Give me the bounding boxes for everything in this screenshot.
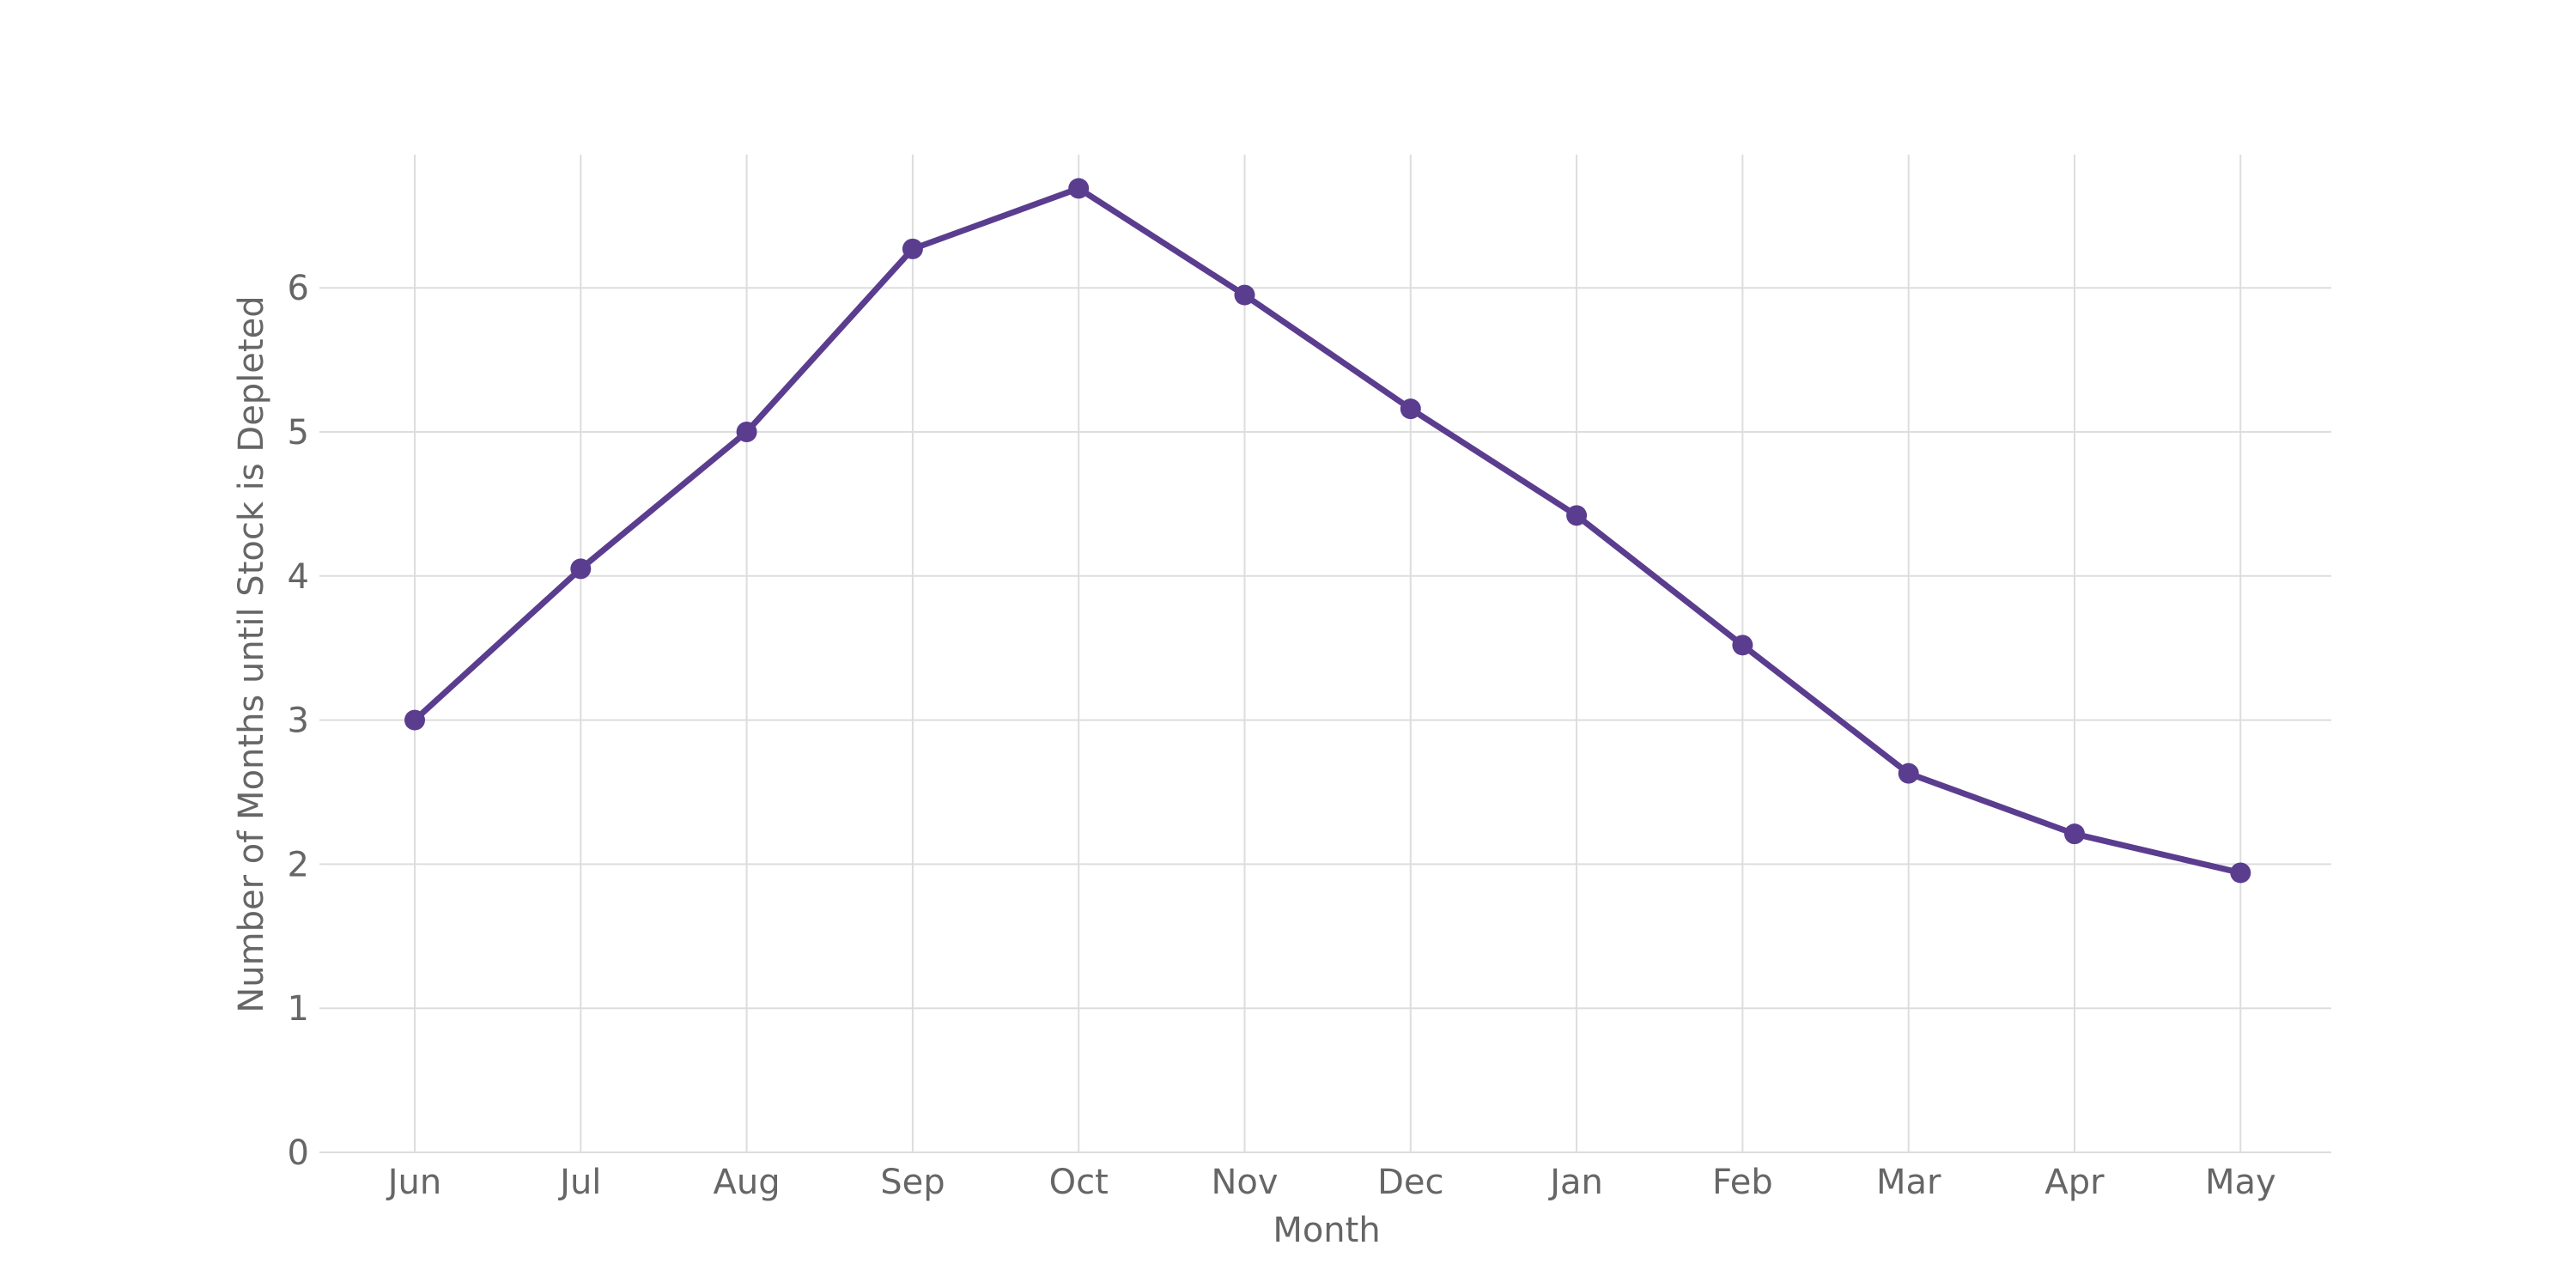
x-tick-label: Nov [1211, 1163, 1278, 1202]
y-axis-ticks: 0 1 2 3 4 5 6 [288, 269, 309, 1173]
x-tick-label: Jun [386, 1163, 442, 1202]
x-tick-label: Jan [1547, 1163, 1603, 1202]
y-tick-label: 1 [288, 989, 309, 1029]
x-tick-label: Dec [1377, 1163, 1443, 1202]
series-layer [404, 178, 2251, 884]
data-point-apr [2064, 823, 2085, 845]
data-point-aug [736, 422, 757, 442]
data-point-jun [404, 709, 425, 731]
x-tick-label: May [2205, 1163, 2276, 1202]
x-axis-ticks: Jun Jul Aug Sep Oct Nov Dec Jan Feb Mar Apr May [386, 1163, 2276, 1202]
x-tick-label: Mar [1876, 1163, 1941, 1202]
x-axis-title: Month [1273, 1211, 1380, 1250]
data-point-oct [1068, 178, 1090, 199]
x-tick-label: Sep [880, 1163, 945, 1202]
data-point-dec [1400, 398, 1421, 420]
data-point-feb [1732, 635, 1753, 656]
x-tick-label: Feb [1712, 1163, 1773, 1202]
x-tick-label: Apr [2044, 1163, 2105, 1202]
series-line [411, 185, 2244, 876]
x-tick-label: Oct [1049, 1163, 1109, 1202]
grid [319, 155, 2331, 1153]
data-point-sep [902, 238, 923, 259]
y-tick-label: 6 [288, 269, 309, 308]
data-point-jul [570, 558, 592, 580]
x-tick-label: Aug [714, 1163, 781, 1202]
y-tick-label: 4 [288, 557, 309, 597]
x-tick-label: Jul [557, 1163, 601, 1202]
y-tick-label: 0 [288, 1133, 309, 1173]
y-axis-title: Number of Months until Stock is Depleted [232, 295, 271, 1012]
data-point-may [2230, 862, 2251, 884]
data-point-nov [1234, 284, 1255, 306]
data-point-jan [1566, 505, 1588, 526]
data-point-mar [1898, 762, 1919, 784]
y-tick-label: 2 [288, 845, 309, 884]
y-tick-label: 3 [288, 702, 309, 741]
y-tick-label: 5 [288, 413, 309, 453]
